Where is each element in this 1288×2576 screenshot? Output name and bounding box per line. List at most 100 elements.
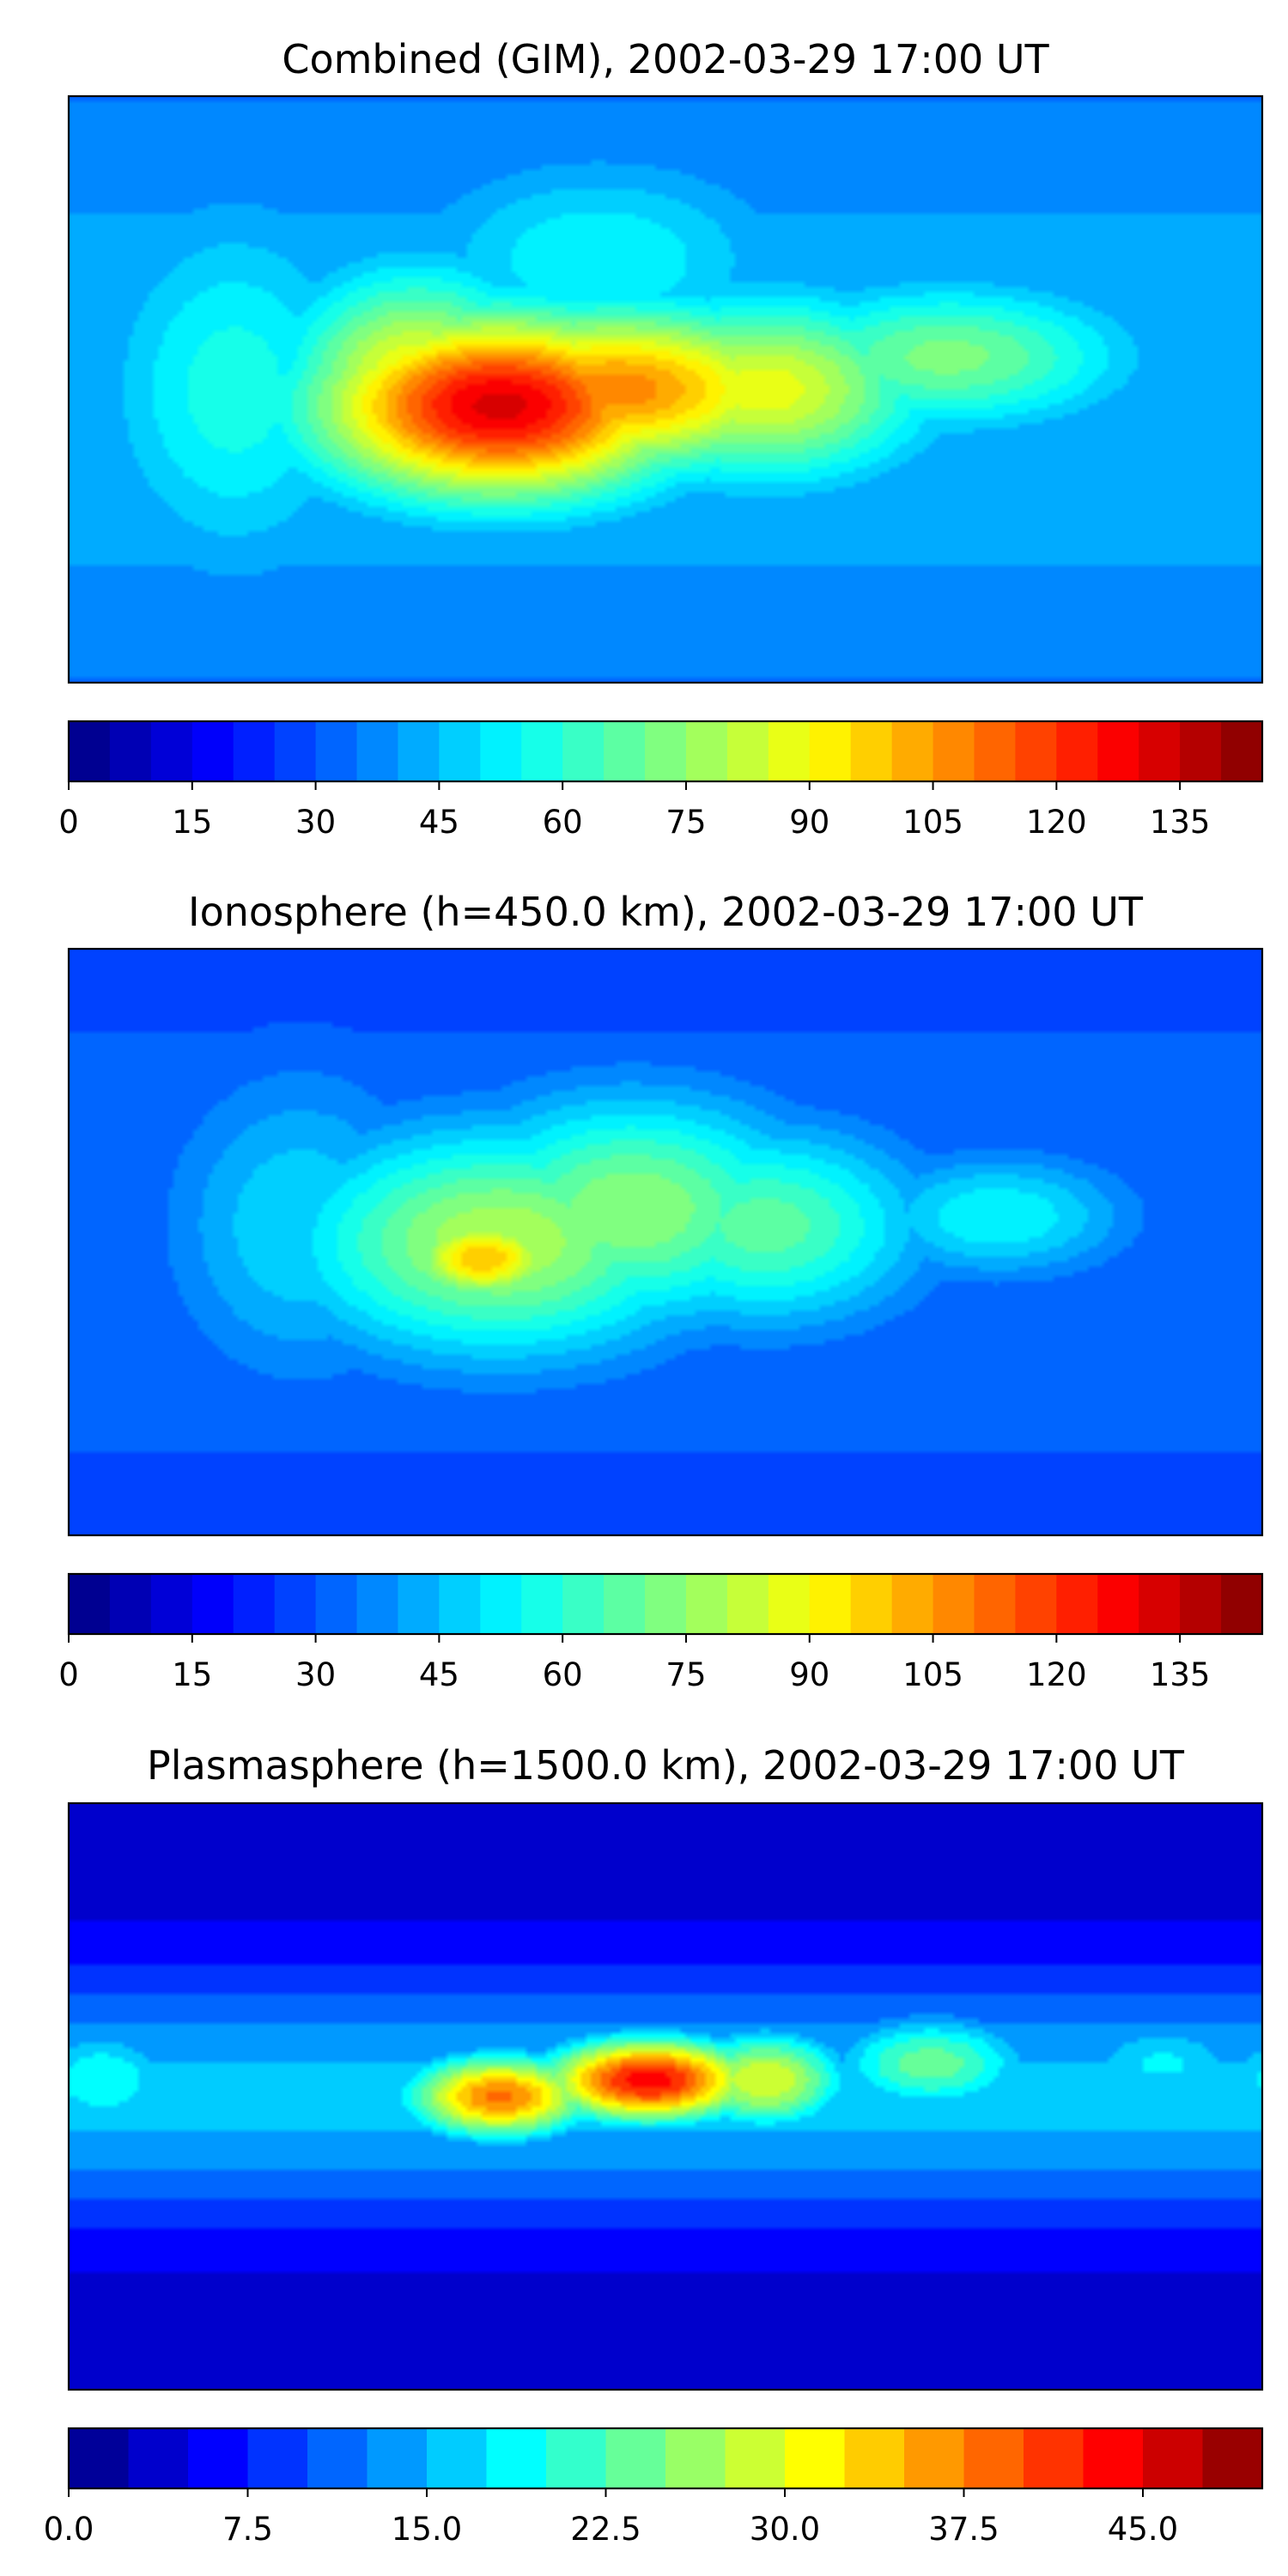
colorbar-segment [963, 2428, 1024, 2488]
colorbar-segment [605, 2428, 666, 2488]
colorbar-segment [1180, 1574, 1222, 1634]
colorbar-segment [1056, 1574, 1098, 1634]
colorbar-tick-label: 135 [1150, 1656, 1211, 1693]
colorbar: 0.0 7.5 15.0 22.5 30.0 37.5 45.0 [44, 2427, 1264, 2548]
colorbar-segment [427, 2428, 488, 2488]
heatmap-field [69, 1803, 1262, 2390]
colorbar-frame [67, 720, 1264, 783]
colorbar-segment [109, 1574, 152, 1634]
colorbar-tick-label: 0 [58, 804, 79, 841]
colorbar-tick-label: 15 [172, 804, 212, 841]
colorbar-segment [128, 2428, 189, 2488]
colorbar-segment [1202, 2428, 1263, 2488]
colorbar-segment [604, 1574, 646, 1634]
colorbar-segment [191, 721, 234, 781]
colorbar-segment [768, 1574, 811, 1634]
colorbar-segment [1024, 2428, 1084, 2488]
colorbar-segment [809, 1574, 852, 1634]
colorbar-segment [398, 721, 440, 781]
colorbar-tick-label: 15.0 [392, 2511, 462, 2548]
colorbar-tick-label: 120 [1026, 804, 1087, 841]
colorbar-tick-label: 135 [1150, 804, 1211, 841]
panels: Combined (GIM), 2002-03-29 17:00 UT 0 15 30… [44, 36, 1264, 2548]
colorbar-segment [521, 721, 563, 781]
colorbar-tick-label: 22.5 [570, 2511, 641, 2548]
panel-title: Combined (GIM), 2002-03-29 17:00 UT [282, 36, 1049, 82]
colorbar-segment [233, 1574, 276, 1634]
colorbar-segment [480, 721, 522, 781]
map-frame [67, 94, 1264, 684]
colorbar-segment [1015, 1574, 1057, 1634]
colorbar-segment [439, 721, 481, 781]
colorbar-segment [685, 1574, 728, 1634]
colorbar-segment [150, 721, 193, 781]
colorbar-segment [439, 1574, 481, 1634]
colorbar-segment [1143, 2428, 1204, 2488]
colorbar-tick-label: 30 [295, 804, 336, 841]
colorbar-segment [480, 1574, 522, 1634]
panel-title: Plasmasphere (h=1500.0 km), 2002-03-29 1… [147, 1742, 1185, 1789]
colorbar-segment [768, 721, 811, 781]
colorbar-segment [891, 1574, 934, 1634]
colorbar-segment [307, 2428, 368, 2488]
colorbar-tick-label: 60 [543, 804, 583, 841]
colorbar-frame [67, 2427, 1264, 2490]
colorbar-segment [188, 2428, 249, 2488]
map-panel-1: Combined (GIM), 2002-03-29 17:00 UT 0 15 30… [58, 36, 1264, 841]
colorbar-segment [1139, 1574, 1181, 1634]
colorbar-segment [398, 1574, 440, 1634]
colorbar-segment [315, 721, 358, 781]
colorbar-segment [562, 1574, 605, 1634]
colorbar-segment [726, 721, 769, 781]
colorbar-frame [67, 1572, 1264, 1636]
colorbar-segment [850, 721, 893, 781]
colorbar-tick-label: 105 [902, 1656, 963, 1693]
colorbar-segment [933, 721, 975, 781]
colorbar-segment [809, 721, 852, 781]
colorbar-segment [69, 721, 111, 781]
heatmap-field [69, 96, 1262, 683]
colorbar-segment [1221, 721, 1263, 781]
colorbar-tick-label: 45 [419, 804, 459, 841]
colorbar-segment [904, 2428, 965, 2488]
colorbar-segment [685, 721, 728, 781]
colorbar-tick-label: 0 [58, 1656, 79, 1693]
colorbar-tick-label: 45.0 [1108, 2511, 1178, 2548]
colorbar-segment [109, 721, 152, 781]
colorbar-tick-label: 75 [665, 804, 706, 841]
colorbar-segment [1056, 721, 1098, 781]
colorbar-segment [247, 2428, 308, 2488]
colorbar-segment [356, 1574, 399, 1634]
map-frame [67, 1801, 1264, 2391]
colorbar-segment [933, 1574, 975, 1634]
colorbar-segment [1139, 721, 1181, 781]
colorbar-segment [1221, 1574, 1263, 1634]
colorbar-segment [665, 2428, 726, 2488]
colorbar-tick-label: 30 [295, 1656, 336, 1693]
colorbar-segment [725, 2428, 786, 2488]
map-panel-2: Ionosphere (h=450.0 km), 2002-03-29 17:0… [58, 889, 1264, 1693]
colorbar-segment [69, 2428, 130, 2488]
colorbar-tick-label: 75 [665, 1656, 706, 1693]
colorbar-segment [274, 1574, 317, 1634]
colorbar-segment [645, 1574, 687, 1634]
colorbar-segment [974, 721, 1017, 781]
colorbar-tick-label: 90 [789, 804, 829, 841]
colorbar-segment [645, 721, 687, 781]
colorbar-segment [356, 721, 399, 781]
colorbar-tick-label: 45 [419, 1656, 459, 1693]
colorbar-segment [521, 1574, 563, 1634]
colorbar-segment [274, 721, 317, 781]
colorbar-segment [785, 2428, 846, 2488]
colorbar-segment [891, 721, 934, 781]
colorbar-segment [233, 721, 276, 781]
map-panel-3: Plasmasphere (h=1500.0 km), 2002-03-29 1… [44, 1742, 1264, 2548]
colorbar-tick-label: 60 [543, 1656, 583, 1693]
colorbar-tick-label: 105 [902, 804, 963, 841]
heatmap-field [69, 949, 1262, 1535]
colorbar-segment [1015, 721, 1057, 781]
colorbar-segment [315, 1574, 358, 1634]
colorbar-segment [604, 721, 646, 781]
colorbar-segment [1097, 721, 1139, 781]
